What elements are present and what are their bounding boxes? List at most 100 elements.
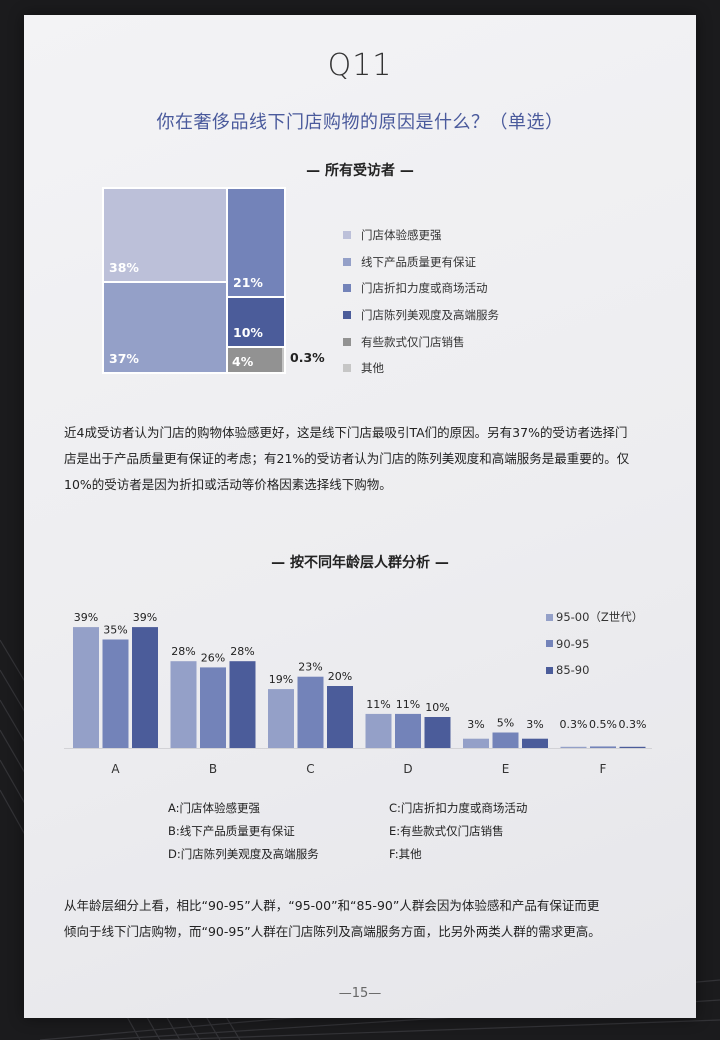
option-e: E:有些款式仅门店销售 — [389, 824, 504, 838]
bar-data-label: 0.3% — [560, 718, 588, 731]
bar-data-label: 3% — [467, 718, 484, 731]
bar-e-series-3 — [522, 738, 548, 748]
bar-f-series-3 — [619, 746, 646, 748]
treemap-legend: 门店体验感更强线下产品质量更有保证 门店折扣力度或商场活动 门店陈列美观度及高端服务… — [343, 222, 499, 382]
treemap-value-label: 4% — [232, 354, 254, 369]
legend-label: 95-00（Z世代） — [556, 610, 644, 625]
bar-e-series-1 — [463, 738, 489, 748]
x-tick-label: B — [209, 762, 217, 776]
legend-swatch — [546, 640, 553, 648]
legend-swatch — [546, 666, 553, 674]
bar-e-series-2 — [492, 732, 519, 748]
x-tick-label: C — [306, 762, 314, 776]
bar-data-label: 0.3% — [619, 718, 647, 731]
report-page — [24, 15, 696, 1018]
legend-label: 线下产品质量更有保证 — [361, 254, 476, 269]
bar-f-series-2 — [590, 746, 616, 748]
legend-swatch — [343, 231, 351, 240]
paragraph-line: 近4成受访者认为门店的购物体验感更好，这是线下门店最吸引TA们的原因。另有37%… — [64, 425, 628, 440]
legend-swatch — [343, 364, 351, 373]
bar-data-label: 19% — [269, 673, 293, 686]
legend-label: 门店体验感更强 — [361, 228, 442, 243]
x-tick-label: F — [600, 762, 607, 776]
bar-data-label: 26% — [201, 651, 225, 664]
legend-swatch — [343, 311, 351, 320]
bar-b-series-2 — [200, 667, 226, 748]
legend-item: 门店体验感更强 — [343, 222, 499, 249]
bar-data-label: 39% — [133, 611, 157, 624]
legend-swatch — [343, 257, 351, 266]
bar-f-series-1 — [560, 746, 587, 748]
legend-label: 门店折扣力度或商场活动 — [361, 281, 488, 296]
bar-data-label: 20% — [328, 670, 352, 683]
tm-block-f — [282, 348, 284, 372]
bar-data-label: 28% — [171, 645, 195, 658]
legend-label: 有些款式仅门店销售 — [361, 334, 465, 349]
treemap-value-label: 21% — [233, 275, 263, 290]
bar-data-label: 0.5% — [589, 718, 617, 731]
legend-item: 有些款式仅门店销售 — [343, 328, 499, 355]
bar-d-series-2 — [395, 713, 421, 748]
tm-block-d: 10% — [228, 298, 284, 346]
bar-data-label: 23% — [298, 661, 322, 674]
legend-label: 其他 — [361, 361, 384, 376]
legend-item: 85-90 — [546, 657, 643, 684]
legend-item: 门店折扣力度或商场活动 — [343, 275, 499, 302]
legend-item: 90-95 — [546, 631, 643, 658]
legend-label: 85-90 — [556, 663, 590, 678]
treemap-label-other: 0.3% — [290, 350, 325, 365]
option-d: D:门店陈列美观度及高端服务 — [168, 847, 319, 861]
x-tick-label: E — [502, 762, 510, 776]
legend-swatch — [546, 613, 553, 621]
legend-swatch — [343, 337, 351, 346]
bar-a-series-3 — [132, 627, 158, 748]
legend-item: 95-00（Z世代） — [546, 604, 643, 631]
bar-c-series-1 — [268, 689, 294, 748]
question-number: Q11 — [327, 48, 393, 83]
bar-d-series-3 — [424, 717, 451, 748]
paragraph-line: 倾向于线下门店购物，而“90-95”人群在门店陈列及高端服务方面，比另外两类人群… — [64, 924, 601, 939]
tm-block-c: 21% — [228, 189, 284, 296]
bar-c-series-3 — [327, 686, 353, 748]
summary-paragraph-1: 近4成受访者认为门店的购物体验感更好，这是线下门店最吸引TA们的原因。另有37%… — [64, 420, 664, 498]
paragraph-line: 店是出于产品质量更有保证的考虑；有21%的受访者认为门店的陈列美观度和高端服务是… — [64, 451, 630, 466]
option-f: F:其他 — [389, 847, 422, 861]
bar-legend: 95-00（Z世代） 90-95 85-90 — [546, 604, 643, 684]
bar-data-label: 28% — [230, 645, 254, 658]
treemap-value-label: 38% — [109, 260, 139, 275]
paragraph-line: 从年龄层细分上看，相比“90-95”人群，“95-00”和“85-90”人群会因… — [64, 898, 600, 913]
option-b: B:线下产品质量更有保证 — [168, 824, 295, 838]
bar-b-series-1 — [170, 661, 197, 748]
option-a: A:门店体验感更强 — [168, 801, 261, 815]
bar-a-series-2 — [102, 639, 129, 748]
legend-label: 门店陈列美观度及高端服务 — [361, 308, 499, 323]
section-title-age: — 按不同年龄层人群分析 — — [271, 555, 449, 571]
legend-item: 其他 — [343, 355, 499, 382]
section-title-all: — 所有受访者 — — [306, 163, 414, 179]
bar-b-series-3 — [229, 661, 256, 748]
bar-data-label: 5% — [497, 717, 514, 730]
bar-c-series-2 — [297, 676, 324, 748]
bar-data-label: 11% — [396, 698, 420, 711]
legend-swatch — [343, 284, 351, 293]
bar-a-series-1 — [73, 627, 99, 748]
bar-data-label: 39% — [74, 611, 98, 624]
bar-data-label: 35% — [103, 624, 127, 637]
question-title: 你在奢侈品线下门店购物的原因是什么？（单选） — [156, 112, 564, 133]
treemap-value-label: 10% — [233, 325, 263, 340]
option-c: C:门店折扣力度或商场活动 — [389, 801, 528, 815]
tm-block-e: 4% — [228, 348, 282, 372]
legend-item: 线下产品质量更有保证 — [343, 249, 499, 276]
bar-d-series-1 — [365, 713, 392, 748]
x-tick-label: A — [111, 762, 120, 776]
legend-item: 门店陈列美观度及高端服务 — [343, 302, 499, 329]
summary-paragraph-2: 从年龄层细分上看，相比“90-95”人群，“95-00”和“85-90”人群会因… — [64, 893, 664, 945]
bar-data-label: 3% — [526, 718, 543, 731]
bar-data-label: 10% — [425, 701, 449, 714]
page-number: —15— — [338, 986, 382, 1001]
tm-block-a: 38% — [104, 189, 226, 281]
bar-data-label: 11% — [366, 698, 390, 711]
paragraph-line: 10%的受访者是因为折扣或活动等价格因素选择线下购物。 — [64, 477, 392, 492]
age-bar-chart: 39% 35% 39% A 28% 26% 28% B 19% 23% 20% C 11% 11% 10% D… — [64, 611, 652, 776]
treemap-value-label: 37% — [109, 351, 139, 366]
